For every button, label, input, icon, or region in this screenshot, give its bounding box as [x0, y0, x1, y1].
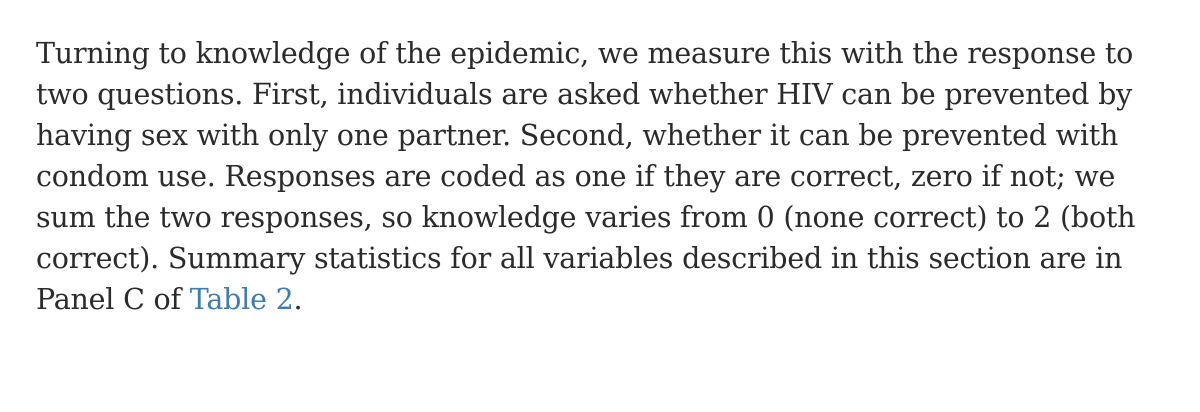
last-line-suffix: .	[293, 283, 303, 316]
paragraph-line-3: having sex with only one partner. Second…	[36, 119, 1119, 152]
paragraph-line-2: two questions. First, individuals are as…	[36, 78, 1133, 111]
paragraph-line-7: Panel C of Table 2.	[36, 279, 1176, 320]
paragraph-line-1: Turning to knowledge of the epidemic, we…	[36, 37, 1134, 70]
paragraph-line-5: sum the two responses, so knowledge vari…	[36, 201, 1136, 234]
paragraph-line-4: condom use. Responses are coded as one i…	[36, 160, 1116, 193]
last-line-prefix: Panel C of	[36, 283, 190, 316]
article-paragraph: Turning to knowledge of the epidemic, we…	[36, 33, 1176, 320]
table-2-link[interactable]: Table 2	[189, 283, 294, 316]
paragraph-line-6: correct). Summary statistics for all var…	[36, 242, 1123, 275]
